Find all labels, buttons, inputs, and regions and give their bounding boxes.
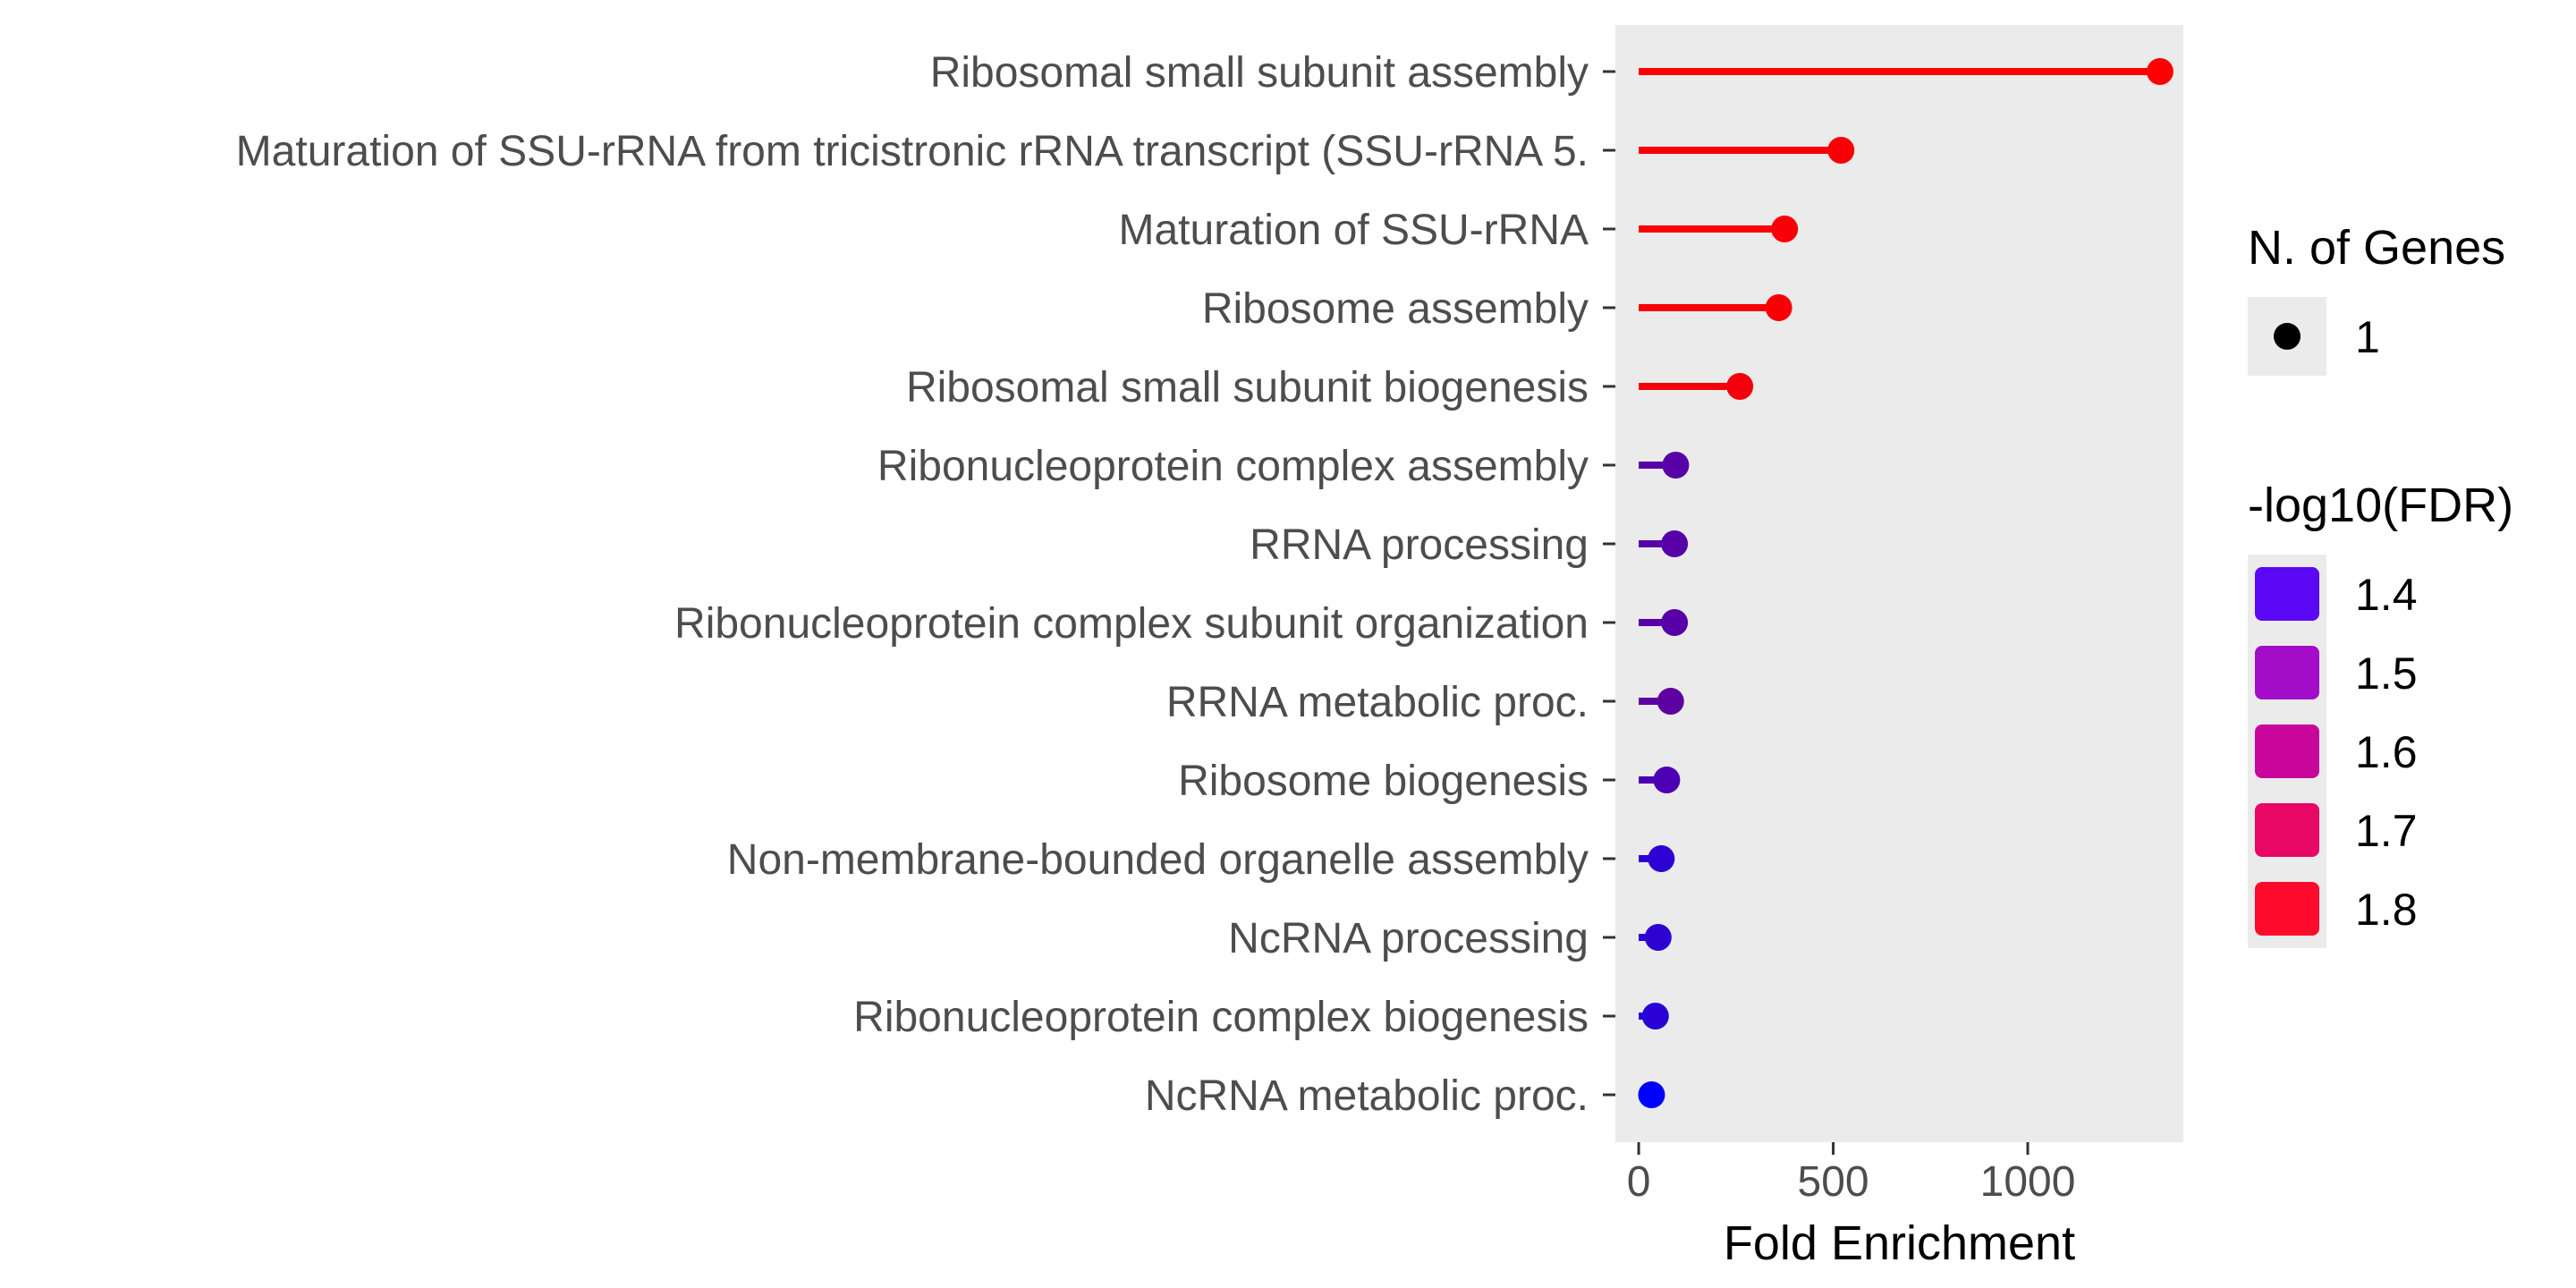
legend-color-label-1: 1.5	[2355, 648, 2418, 699]
point-0	[2146, 58, 2174, 85]
legend-color-swatch-1	[2255, 646, 2319, 699]
y-tick-label-4: Ribosomal small subunit biogenesis	[906, 364, 1589, 411]
legend-size-point-0	[2274, 323, 2301, 350]
point-7	[1661, 609, 1689, 636]
point-4	[1726, 373, 1754, 400]
legend-size-title: N. of Genes	[2248, 221, 2505, 275]
legend-color-label-0: 1.4	[2355, 570, 2418, 620]
y-tick-label-9: Ribosome biogenesis	[1178, 758, 1589, 805]
legend-color-swatch-3	[2255, 803, 2319, 857]
legend-color: -log10(FDR) 1.4 1.5 1.6 1.7 1.8	[2248, 479, 2513, 948]
x-axis-title: Fold Enrichment	[1724, 1216, 2075, 1270]
points-layer	[1638, 58, 2174, 1108]
point-6	[1661, 530, 1689, 557]
y-tick-label-10: Non-membrane-bounded organelle assembly	[727, 836, 1589, 884]
y-tick-label-6: RRNA processing	[1250, 521, 1589, 569]
legend-size-label-0: 1	[2355, 312, 2380, 362]
plot-panel	[1615, 25, 2183, 1142]
legend-color-label-2: 1.6	[2355, 727, 2418, 777]
x-tick-label-1: 500	[1798, 1158, 1869, 1206]
x-axis: 0 500 1000	[1627, 1142, 2076, 1206]
y-tick-label-0: Ribosomal small subunit assembly	[930, 49, 1589, 97]
x-tick-label-0: 0	[1627, 1158, 1651, 1206]
point-1	[1827, 137, 1855, 164]
y-tick-label-1: Maturation of SSU-rRNA from tricistronic…	[236, 128, 1589, 175]
y-tick-label-13: NcRNA metabolic proc.	[1145, 1072, 1589, 1120]
y-axis: Ribosomal small subunit assembly Maturati…	[236, 49, 1615, 1120]
point-13	[1638, 1081, 1665, 1108]
point-8	[1657, 688, 1684, 715]
point-3	[1765, 294, 1792, 321]
y-tick-label-5: Ribonucleoprotein complex assembly	[877, 443, 1589, 490]
point-9	[1653, 767, 1681, 793]
legend-color-label-4: 1.8	[2355, 885, 2418, 935]
point-10	[1648, 845, 1675, 872]
y-tick-label-12: Ribonucleoprotein complex biogenesis	[853, 994, 1589, 1041]
x-tick-label-2: 1000	[1980, 1158, 2076, 1206]
point-12	[1641, 1003, 1669, 1030]
legend-size: N. of Genes 1	[2248, 221, 2505, 376]
y-tick-label-11: NcRNA processing	[1228, 915, 1589, 962]
legend-color-swatch-4	[2255, 882, 2319, 936]
y-tick-label-3: Ribosome assembly	[1202, 285, 1589, 333]
point-11	[1644, 924, 1672, 951]
y-tick-label-8: RRNA metabolic proc.	[1166, 679, 1589, 726]
legend-color-swatch-0	[2255, 567, 2319, 621]
y-tick-label-2: Maturation of SSU-rRNA	[1119, 207, 1589, 254]
legend-color-label-3: 1.7	[2355, 806, 2418, 856]
legend-color-swatch-2	[2255, 724, 2319, 778]
point-5	[1662, 452, 1690, 479]
legend-color-title: -log10(FDR)	[2248, 479, 2513, 532]
point-2	[1771, 216, 1799, 242]
y-tick-label-7: Ribonucleoprotein complex subunit organi…	[674, 600, 1589, 648]
